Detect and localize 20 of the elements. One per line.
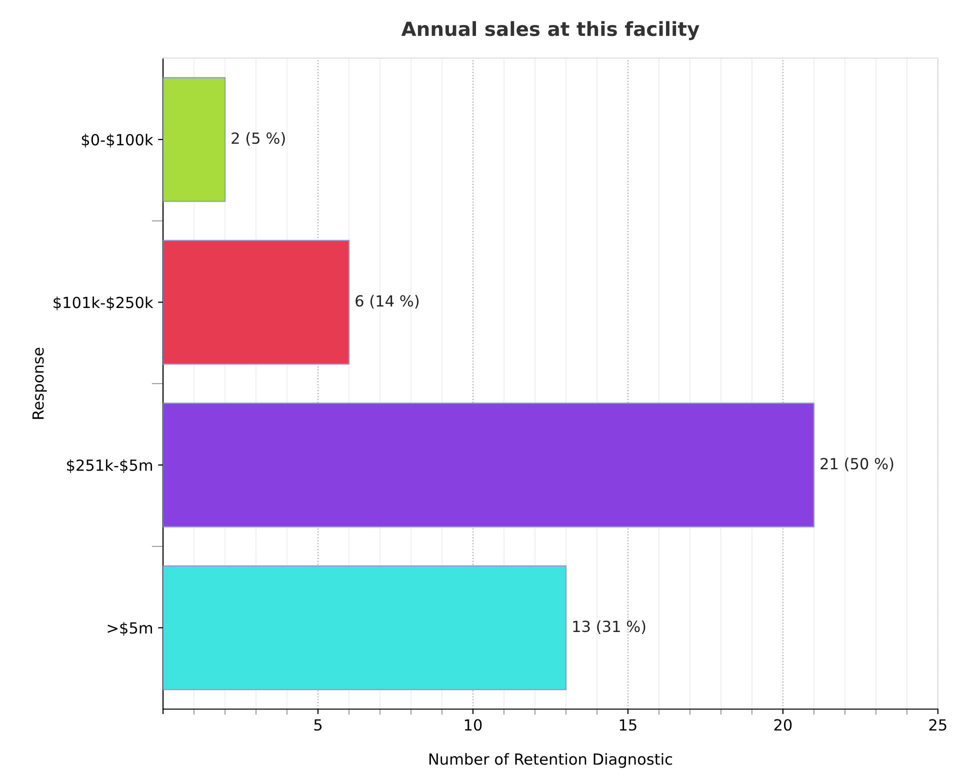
chart-title: Annual sales at this facility [401, 21, 700, 40]
y-tick-label: $101k-$250k [54, 296, 154, 310]
x-tick-label: 25 [929, 719, 946, 731]
x-tick-label: 5 [314, 719, 322, 731]
data-label: 2 (5 %) [232, 132, 285, 146]
bar [163, 77, 226, 202]
y-tick-label: $0-$100k [82, 134, 154, 148]
x-tick-label: 15 [620, 719, 636, 731]
x-tick-label: 10 [464, 719, 482, 731]
data-label: 6 (14 %) [356, 294, 419, 308]
y-tick-label: $251k-$5m [67, 459, 152, 474]
data-label: 21 (50 %) [820, 458, 894, 472]
y-tick-label: >$5m [108, 622, 152, 636]
bar [163, 240, 350, 365]
x-tick-label: 20 [774, 719, 792, 731]
bar [163, 402, 814, 528]
bar [163, 565, 567, 690]
y-axis-title: Response [32, 348, 47, 419]
data-label: 13 (31 %) [573, 620, 646, 634]
x-axis-title: Number of Retention Diagnostic [429, 753, 672, 768]
